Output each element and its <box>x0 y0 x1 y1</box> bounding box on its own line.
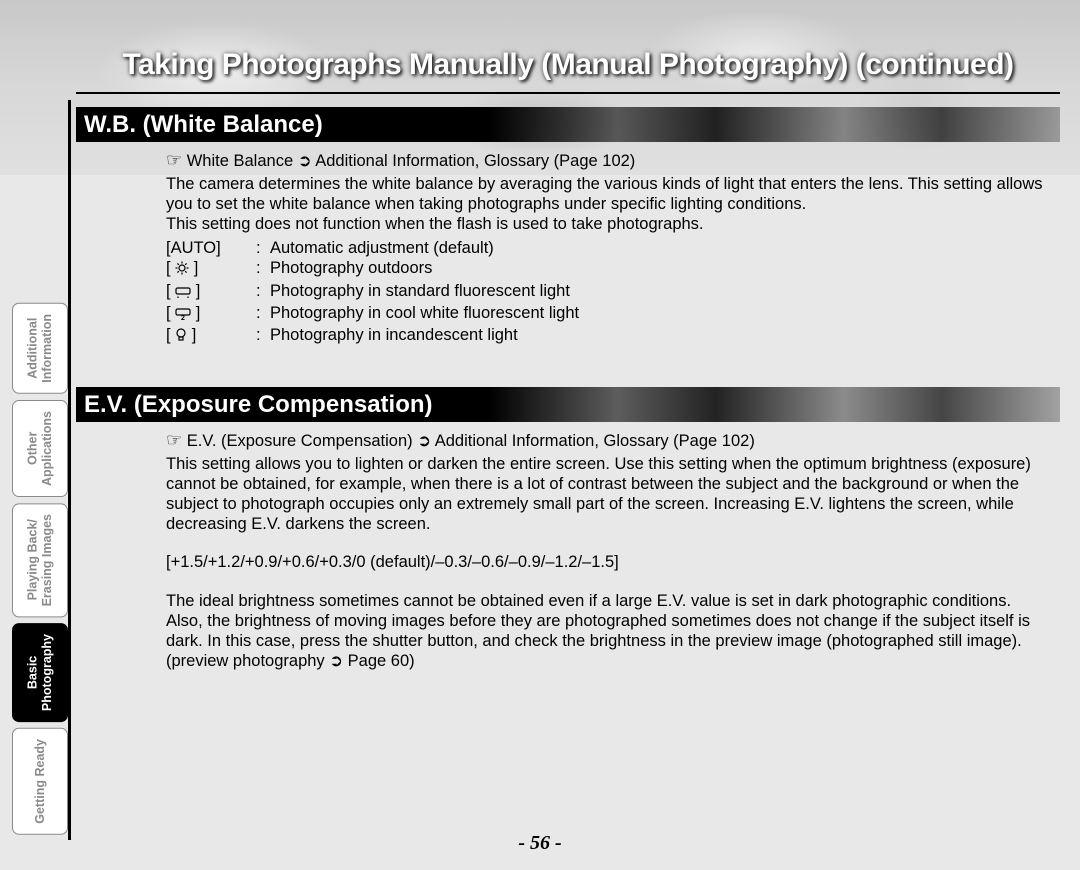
wb-option-row: [ ] : Photography in incandescent light <box>166 325 579 347</box>
wb-option-desc: Photography in incandescent light <box>270 325 579 347</box>
svg-text:2: 2 <box>181 315 185 320</box>
tab-playing-back[interactable]: Playing Back/Erasing Images <box>12 503 68 617</box>
sun-icon <box>175 260 189 280</box>
wb-option-desc: Photography in cool white fluorescent li… <box>270 303 579 325</box>
wb-content: ☞ White Balance ➲ Additional Information… <box>166 150 1050 347</box>
wb-options-table: [AUTO] : Automatic adjustment (default) … <box>166 238 579 347</box>
vertical-rule <box>68 100 71 840</box>
pointer-icon: ☞ <box>166 430 182 450</box>
ev-reference: E.V. (Exposure Compensation) ➲ Additiona… <box>187 432 755 450</box>
wb-option-desc: Automatic adjustment (default) <box>270 238 579 258</box>
wb-paragraph-2: This setting does not function when the … <box>166 214 1050 234</box>
ev-paragraph-3: Also, the brightness of moving images be… <box>166 611 1050 651</box>
wb-option-row: [ 2 ] : Photography in cool white fluore… <box>166 303 579 325</box>
wb-paragraph-1: The camera determines the white balance … <box>166 174 1050 214</box>
heading-exposure-compensation: E.V. (Exposure Compensation) <box>76 387 1060 422</box>
header-texture <box>0 0 1080 175</box>
ev-values-list: [+1.5/+1.2/+0.9/+0.6/+0.3/0 (default)/–0… <box>166 552 1050 572</box>
tab-other-applications[interactable]: OtherApplications <box>12 400 68 497</box>
ev-content: ☞ E.V. (Exposure Compensation) ➲ Additio… <box>166 430 1050 671</box>
page-title: Taking Photographs Manually (Manual Phot… <box>76 48 1060 82</box>
wb-option-desc: Photography in standard fluorescent ligh… <box>270 281 579 303</box>
fluorescent-2-icon: 2 <box>175 305 191 325</box>
tab-getting-ready[interactable]: Getting Ready <box>12 728 68 835</box>
section-tabs-sidebar: Getting Ready BasicPhotography Playing B… <box>12 100 68 835</box>
fluorescent-1-icon <box>175 283 191 303</box>
ev-paragraph-2: The ideal brightness sometimes cannot be… <box>166 591 1050 611</box>
wb-option-row: [ ] : Photography in standard fluorescen… <box>166 281 579 303</box>
ev-preview-ref: (preview photography ➲ Page 60) <box>166 651 1050 671</box>
page-number: - 56 - <box>0 832 1080 855</box>
horizontal-rule <box>76 92 1060 94</box>
wb-reference: White Balance ➲ Additional Information, … <box>187 152 636 170</box>
wb-option-row: [AUTO] : Automatic adjustment (default) <box>166 238 579 258</box>
pointer-icon: ☞ <box>166 150 182 170</box>
heading-white-balance: W.B. (White Balance) <box>76 107 1060 142</box>
wb-option-row: [ ] : Photography outdoors <box>166 258 579 280</box>
tab-basic-photography[interactable]: BasicPhotography <box>12 623 68 722</box>
tab-additional-info[interactable]: AdditionalInformation <box>12 303 68 394</box>
wb-option-desc: Photography outdoors <box>270 258 579 280</box>
bulb-icon <box>175 327 187 347</box>
wb-option-label: [AUTO] <box>166 238 256 258</box>
ev-paragraph-1: This setting allows you to lighten or da… <box>166 454 1050 535</box>
